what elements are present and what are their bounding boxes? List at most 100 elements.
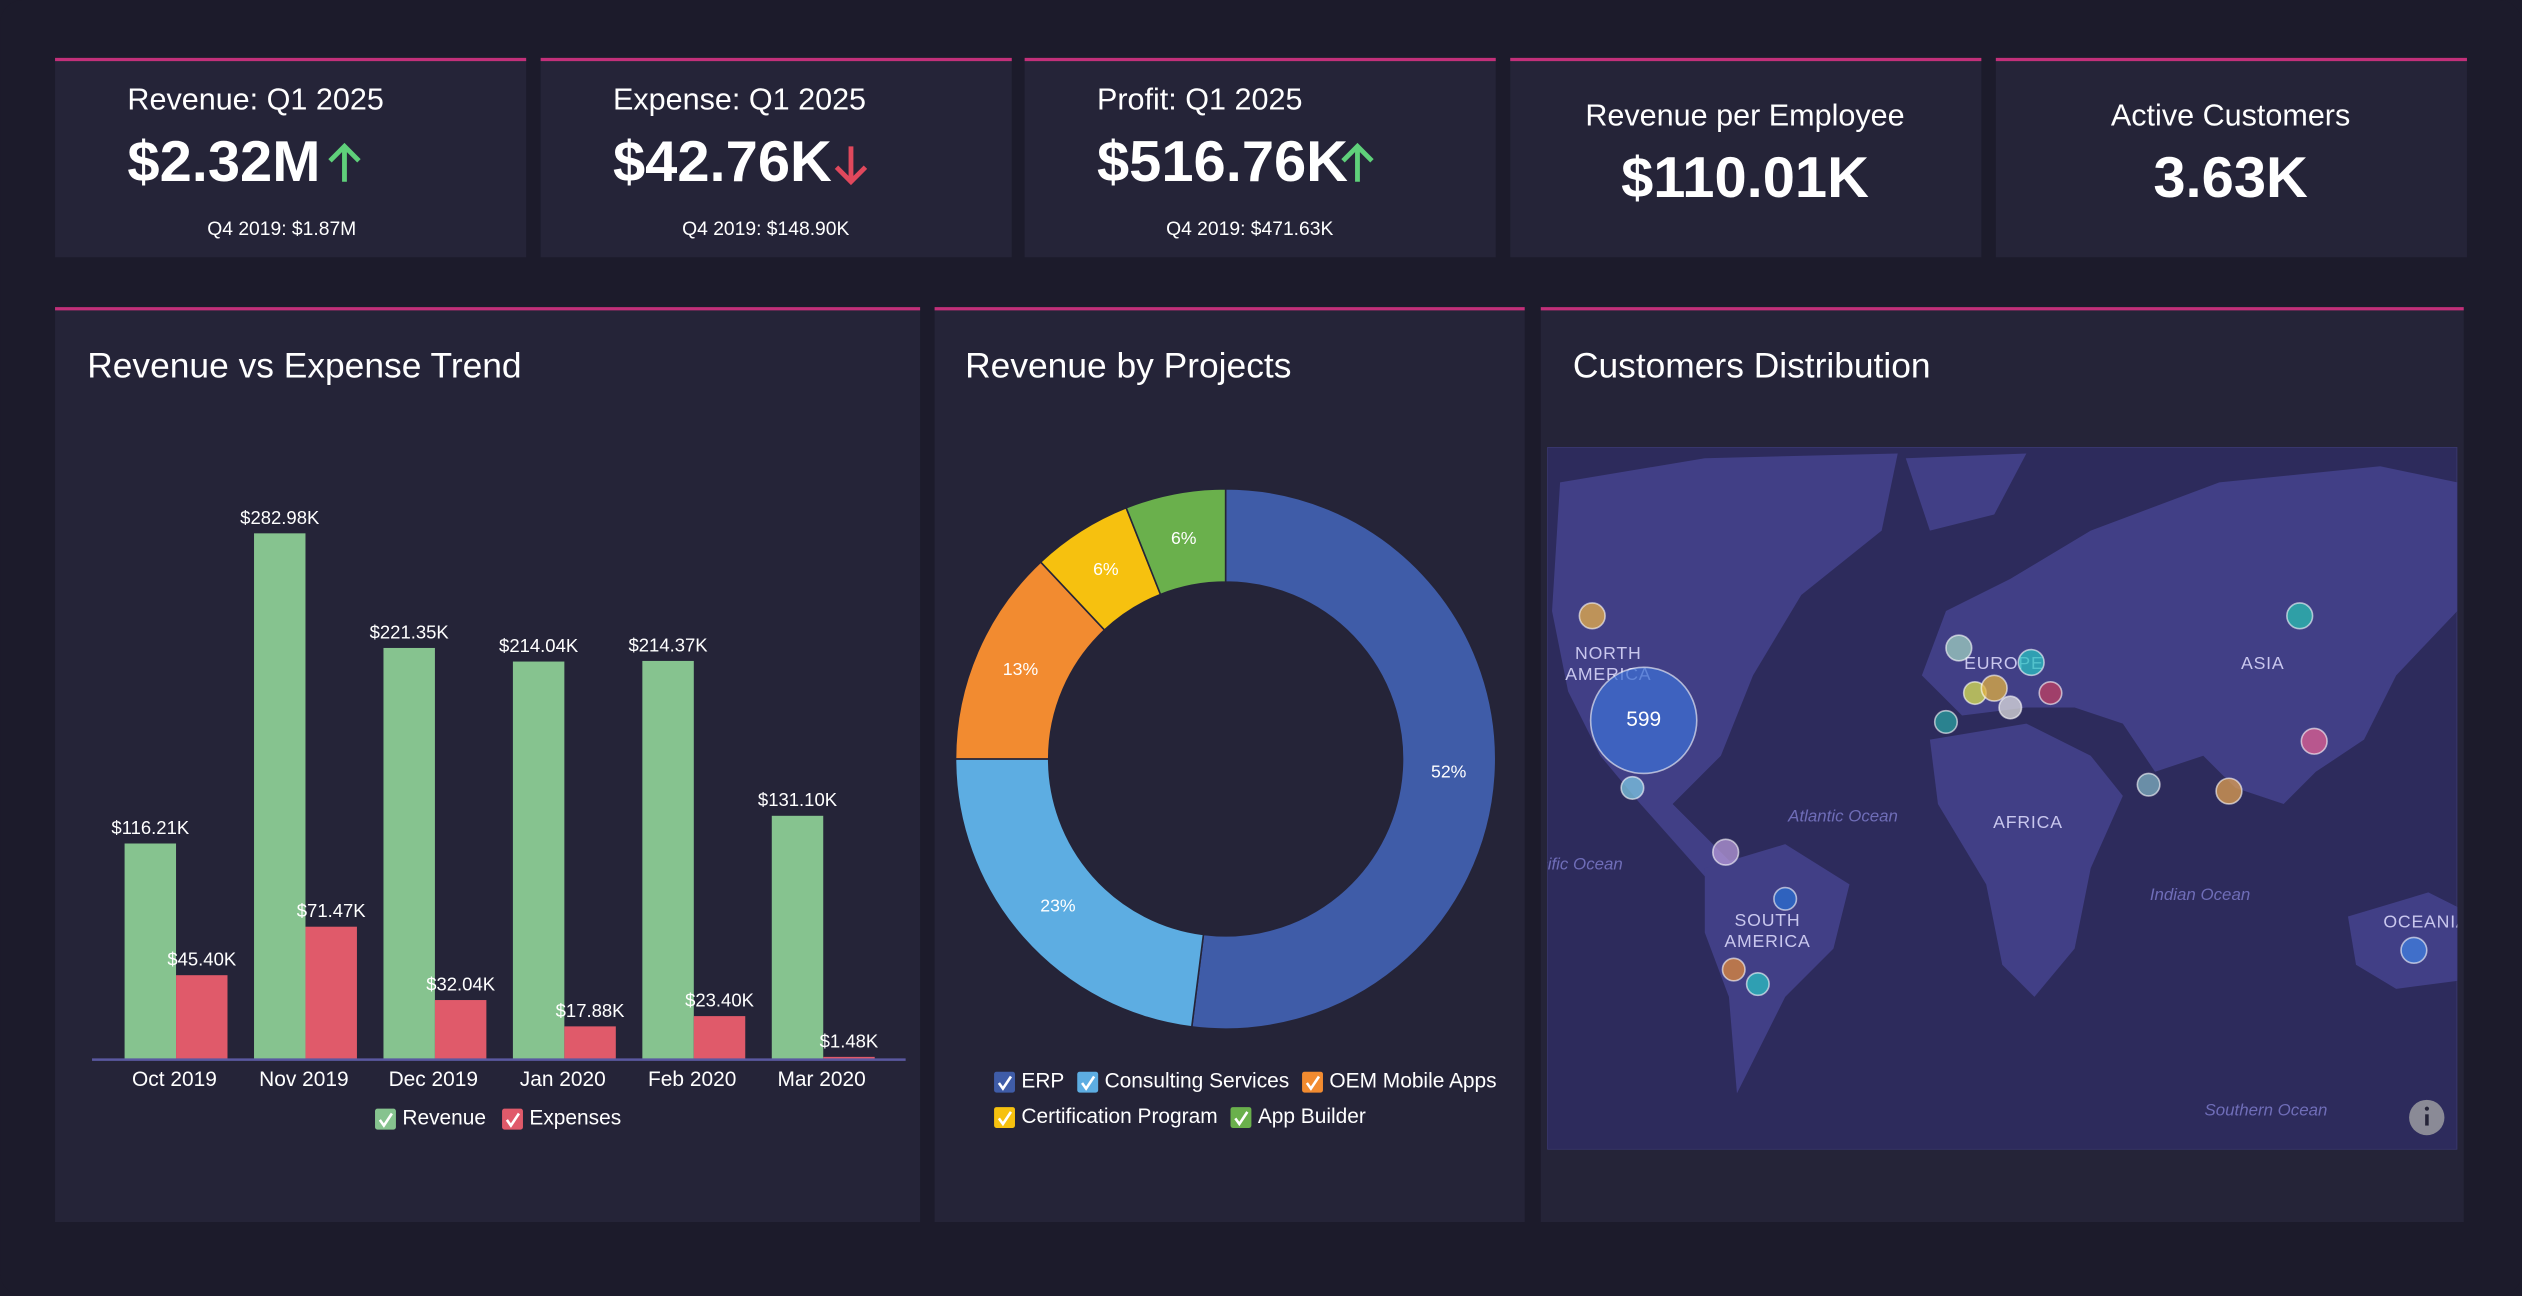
kpi-value: $2.32M bbox=[127, 130, 320, 194]
continent bbox=[1921, 466, 2458, 804]
continent bbox=[2347, 892, 2458, 989]
world-map: NORTH AMERICA SOUTH AMERICA EUROPE AFRIC… bbox=[1547, 447, 2468, 1150]
bubble bbox=[1933, 709, 1959, 735]
data-label: 13% bbox=[1003, 659, 1039, 679]
data-label: $71.47K bbox=[297, 900, 367, 921]
region-label: AFRICA bbox=[1993, 812, 2063, 832]
data-label: $282.98K bbox=[240, 507, 320, 528]
bubble bbox=[1578, 602, 1606, 630]
bubble bbox=[2215, 777, 2243, 805]
data-label: $131.10K bbox=[758, 789, 838, 810]
bar bbox=[823, 1056, 875, 1060]
bar bbox=[176, 975, 228, 1060]
kpi-value: $516.76K bbox=[1097, 130, 1348, 194]
legend-label: OEM Mobile Apps bbox=[1329, 1070, 1496, 1093]
ocean-label: Southern Ocean bbox=[2205, 1101, 2328, 1120]
up-arrow bbox=[1341, 142, 1374, 182]
data-label: 23% bbox=[1040, 895, 1076, 915]
legend-swatch bbox=[1230, 1107, 1252, 1128]
data-label: 6% bbox=[1093, 559, 1119, 579]
kpi-card bbox=[1024, 59, 1496, 258]
chart-title: Revenue vs Expense Trend bbox=[87, 347, 521, 386]
continent bbox=[1704, 844, 1850, 1094]
donut-slice bbox=[1125, 488, 1227, 596]
kpi-title: Expense: Q1 2025 bbox=[613, 82, 866, 116]
bar bbox=[305, 926, 357, 1060]
bubble bbox=[1745, 972, 1770, 997]
continent bbox=[1929, 723, 2123, 997]
kpi-title: Revenue per Employee bbox=[1585, 98, 1904, 132]
ocean-label: Atlantic Ocean bbox=[1787, 806, 1898, 825]
bar bbox=[124, 843, 177, 1060]
bubble bbox=[2300, 727, 2328, 755]
bubble-label: 599 bbox=[1626, 708, 1661, 731]
kpi-card bbox=[1995, 59, 2467, 258]
bubble bbox=[1712, 838, 1740, 866]
legend-swatch bbox=[375, 1108, 396, 1130]
legend-label: Revenue bbox=[402, 1107, 486, 1130]
info-icon bbox=[2424, 1106, 2430, 1111]
legend-check bbox=[997, 1111, 1013, 1127]
data-label: $17.88K bbox=[556, 1000, 626, 1021]
kpi-comparison: Q4 2019: $1.87M bbox=[207, 219, 356, 240]
kpi-comparison: Q4 2019: $471.63K bbox=[1166, 219, 1333, 240]
x-tick-label: Nov 2019 bbox=[259, 1068, 348, 1091]
legend-swatch bbox=[1077, 1071, 1099, 1093]
legend-check bbox=[997, 1075, 1013, 1091]
region-label: NORTH bbox=[1575, 643, 1642, 663]
bubble bbox=[1620, 775, 1645, 800]
region-label: ASIA bbox=[2241, 653, 2285, 673]
kpi-value: 3.63K bbox=[2153, 146, 2308, 210]
data-label: $214.04K bbox=[499, 635, 579, 656]
data-label: $116.21K bbox=[111, 817, 189, 838]
x-tick-label: Jan 2020 bbox=[520, 1068, 606, 1091]
up-arrow bbox=[328, 142, 361, 182]
bar bbox=[642, 660, 694, 1060]
continent bbox=[1905, 453, 2027, 531]
bar bbox=[693, 1016, 746, 1060]
customer-bubbles bbox=[1578, 602, 2428, 997]
data-label: $32.04K bbox=[426, 973, 496, 994]
bubble bbox=[1945, 634, 1973, 662]
x-tick-label: Mar 2020 bbox=[777, 1068, 865, 1091]
kpi-card bbox=[1510, 59, 1982, 258]
data-label: 52% bbox=[1431, 762, 1467, 782]
bubble bbox=[2017, 648, 2045, 677]
kpi-title: Profit: Q1 2025 bbox=[1097, 82, 1302, 116]
map-title: Customers Distribution bbox=[1573, 347, 1931, 386]
region-label: OCEANIA bbox=[2383, 912, 2468, 932]
bar bbox=[564, 1026, 616, 1060]
kpi-title: Active Customers bbox=[2111, 98, 2350, 132]
chart-title: Revenue by Projects bbox=[965, 347, 1291, 386]
region-label: AMERICA bbox=[1724, 931, 1810, 951]
bubble bbox=[2286, 602, 2314, 630]
data-label: 6% bbox=[1171, 528, 1197, 548]
x-tick-label: Dec 2019 bbox=[389, 1068, 478, 1091]
bar bbox=[771, 815, 824, 1060]
bubble bbox=[2400, 936, 2428, 964]
bubble bbox=[1589, 666, 1698, 775]
legend-label: Expenses bbox=[529, 1107, 621, 1130]
kpi-card bbox=[55, 59, 527, 258]
x-tick-label: Oct 2019 bbox=[132, 1068, 217, 1091]
legend-check bbox=[1305, 1075, 1321, 1091]
donut-slice bbox=[954, 758, 1205, 1028]
bubble bbox=[1998, 695, 2023, 720]
legend-swatch bbox=[994, 1107, 1015, 1128]
legend-check bbox=[505, 1112, 521, 1128]
ocean-label: Indian Ocean bbox=[2150, 885, 2250, 904]
legend-label: App Builder bbox=[1258, 1105, 1366, 1128]
kpi-card bbox=[540, 59, 1012, 258]
legend-swatch bbox=[502, 1108, 523, 1130]
legend-check bbox=[378, 1112, 393, 1128]
kpi-cards: Revenue: Q1 2025 $2.32M Q4 2019: $1.87M … bbox=[55, 57, 2467, 258]
data-label: $1.48K bbox=[820, 1030, 879, 1051]
kpi-comparison: Q4 2019: $148.90K bbox=[682, 219, 849, 240]
kpi-title: Revenue: Q1 2025 bbox=[127, 82, 383, 116]
legend-label: Consulting Services bbox=[1105, 1070, 1290, 1093]
bubble bbox=[1721, 957, 1746, 982]
x-tick-label: Feb 2020 bbox=[648, 1068, 736, 1091]
legend-swatch bbox=[994, 1071, 1015, 1093]
